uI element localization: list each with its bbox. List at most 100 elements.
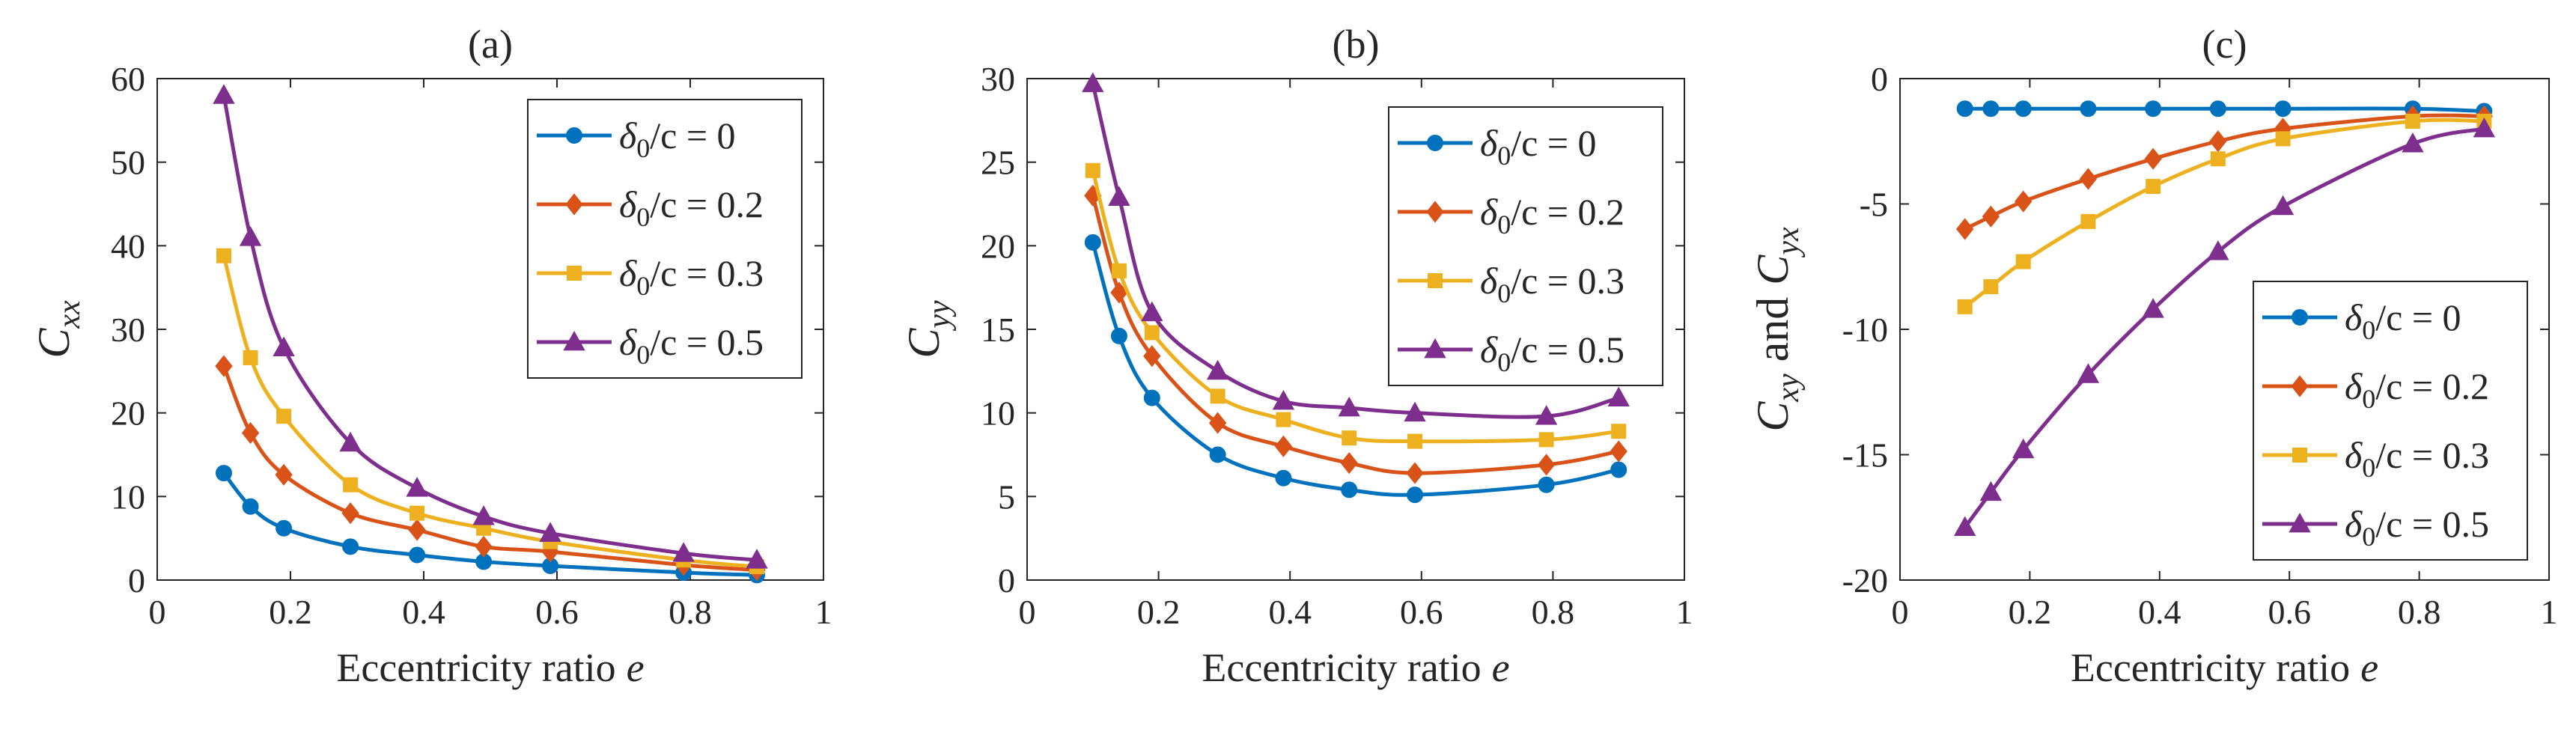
data-point xyxy=(239,226,262,246)
legend-subscript: 0 xyxy=(1497,347,1511,377)
x-tick-label: 0.6 xyxy=(1400,593,1443,631)
data-point xyxy=(2274,100,2292,118)
legend-value: 0.2 xyxy=(1578,191,1625,233)
series-2 xyxy=(1956,105,2493,240)
legend-suffix: /c = xyxy=(1511,260,1577,302)
data-point xyxy=(2015,190,2033,213)
data-point xyxy=(1404,401,1426,422)
data-point xyxy=(1537,454,1556,476)
y-axis-label: Cyy xyxy=(899,300,957,359)
legend-symbol: δ xyxy=(2345,365,2363,407)
legend-subscript: 0 xyxy=(636,133,650,163)
series-2 xyxy=(1084,184,1627,484)
data-point xyxy=(2145,100,2162,118)
data-point xyxy=(343,477,359,492)
y-tick-label: 30 xyxy=(981,60,1015,98)
legend-value: 0.5 xyxy=(1578,329,1625,370)
legend-value: 0.2 xyxy=(2443,365,2490,407)
series-1 xyxy=(1084,234,1627,504)
legend-marker xyxy=(2291,375,2309,397)
y-tick-label: 0 xyxy=(998,561,1015,600)
legend-box xyxy=(1388,106,1663,386)
data-point xyxy=(2209,100,2226,118)
legend-suffix: /c = xyxy=(2375,296,2442,338)
legend-symbol: δ xyxy=(1480,329,1498,370)
x-axis-label-text: Eccentricity ratio xyxy=(2071,645,2350,690)
data-point xyxy=(2275,131,2291,147)
data-point xyxy=(406,477,428,497)
legend-value: 0.2 xyxy=(717,183,764,225)
data-point xyxy=(1141,301,1163,322)
data-point xyxy=(1954,516,1976,537)
data-point xyxy=(2405,113,2420,129)
data-point xyxy=(1607,386,1630,406)
data-point xyxy=(1206,359,1229,380)
x-tick-label: 0.8 xyxy=(1532,593,1575,631)
data-point xyxy=(2142,298,2164,318)
legend-value: 0 xyxy=(717,115,736,156)
x-tick-label: 0 xyxy=(1892,593,1909,631)
legend-marker xyxy=(563,330,585,351)
y-tick-label: 10 xyxy=(981,394,1015,433)
legend-item: δ0/c = 0 xyxy=(537,115,736,163)
series-line xyxy=(1963,126,2485,529)
legend-item: δ0/c = 0.3 xyxy=(2262,434,2489,483)
data-point xyxy=(2077,363,2100,383)
y-tick-label: 30 xyxy=(111,311,145,349)
y-axis-label-sub2: yx xyxy=(1771,227,1806,258)
legend-symbol: δ xyxy=(619,252,637,294)
data-point xyxy=(1275,469,1292,487)
data-point xyxy=(2012,438,2035,459)
data-point xyxy=(1535,405,1558,425)
data-point xyxy=(2080,100,2097,118)
data-point xyxy=(341,502,359,525)
data-point xyxy=(1082,72,1104,93)
panel-title: (b) xyxy=(1333,22,1380,67)
legend-marker xyxy=(566,127,582,144)
legend-marker xyxy=(1428,273,1443,288)
data-point xyxy=(408,519,426,541)
data-point xyxy=(409,505,425,521)
x-tick-label: 1 xyxy=(1676,593,1693,631)
legend-marker xyxy=(2292,309,2308,326)
data-point xyxy=(213,84,235,104)
x-axis-label-var: e xyxy=(627,645,645,690)
data-point xyxy=(272,336,295,356)
legend: δ0/c = 0δ0/c = 0.2δ0/c = 0.3δ0/c = 0.5 xyxy=(1388,106,1663,386)
data-point xyxy=(1342,430,1357,446)
legend: δ0/c = 0δ0/c = 0.2δ0/c = 0.3δ0/c = 0.5 xyxy=(527,99,803,379)
data-point xyxy=(539,522,561,542)
legend-item: δ0/c = 0 xyxy=(1398,122,1597,171)
y-axis-label-sub: xx xyxy=(52,300,87,329)
legend-item: δ0/c = 0.3 xyxy=(1398,260,1625,308)
y-tick-label: 50 xyxy=(111,144,145,182)
data-point xyxy=(1143,389,1160,406)
legend-subscript: 0 xyxy=(2362,522,2375,552)
y-tick-label: 0 xyxy=(1871,60,1888,98)
y-tick-label: -5 xyxy=(1860,186,1888,224)
data-point xyxy=(275,519,293,537)
chart-panel-2: 0 0.2 0.4 0.6 0.8 1051015202530(b)Eccentricit… xyxy=(899,22,1693,690)
x-tick-label: 0.4 xyxy=(1268,593,1312,631)
x-tick-label: 0.6 xyxy=(535,593,579,631)
data-point xyxy=(1956,218,1974,240)
y-tick-label: 20 xyxy=(981,227,1015,265)
y-tick-label: 15 xyxy=(981,311,1015,349)
series-1 xyxy=(1956,100,2493,120)
data-point xyxy=(1341,481,1358,498)
data-point xyxy=(1272,389,1295,410)
y-axis-label: Cxx xyxy=(29,300,87,359)
x-axis-label: Eccentricity ratio e xyxy=(2071,645,2378,690)
y-axis-label-main: C xyxy=(29,328,79,359)
y-tick-label: 60 xyxy=(111,60,145,98)
legend-subscript: 0 xyxy=(1497,210,1511,240)
legend-item: δ0/c = 0.2 xyxy=(1398,191,1625,240)
y-axis-label-and: and xyxy=(1748,297,1797,362)
data-point xyxy=(216,248,231,263)
x-tick-label: 0.8 xyxy=(669,593,712,631)
data-point xyxy=(746,549,768,569)
y-axis-label-sub: yy xyxy=(922,300,957,332)
data-point xyxy=(2144,147,2162,170)
legend-suffix: /c = xyxy=(650,115,716,156)
chart-panel-1: 0 0.2 0.4 0.6 0.8 10102030405060(a)Eccentrici… xyxy=(29,22,832,690)
